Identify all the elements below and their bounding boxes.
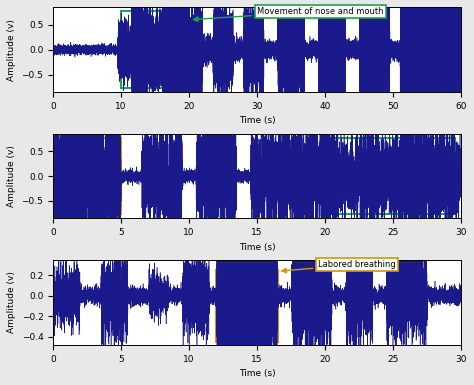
Bar [325, 137, 455, 214]
X-axis label: Time (s): Time (s) [239, 369, 275, 378]
Bar [121, 11, 189, 88]
Y-axis label: Amplitude (v): Amplitude (v) [7, 145, 16, 207]
Text: Labored breathing: Labored breathing [282, 260, 396, 273]
X-axis label: Time (s): Time (s) [239, 243, 275, 252]
Bar [53, 137, 121, 214]
Y-axis label: Amplitude (v): Amplitude (v) [7, 19, 16, 80]
Text: Movement of nose and mouth: Movement of nose and mouth [193, 7, 383, 22]
Bar [216, 270, 278, 342]
X-axis label: Time (s): Time (s) [239, 116, 275, 125]
Y-axis label: Amplitude (v): Amplitude (v) [7, 271, 16, 333]
